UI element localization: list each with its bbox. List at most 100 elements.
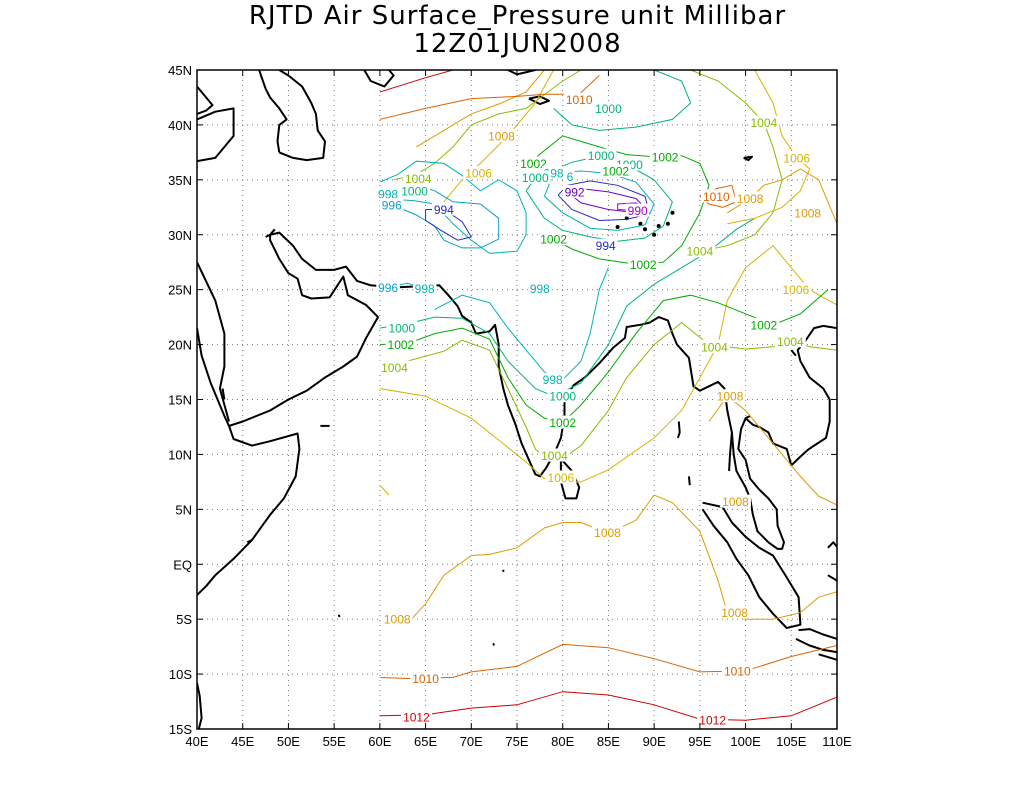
contour-label-bg (547, 415, 579, 429)
lake-mark (615, 225, 620, 230)
contour-1004 (393, 70, 582, 181)
contour-label: 1002 (602, 165, 629, 179)
contour-label-bg (593, 101, 624, 115)
contour-label-bg (545, 470, 577, 484)
lon-tick-label: 100E (730, 734, 761, 749)
contour-label: 1000 (588, 149, 615, 163)
coastline-chagos (492, 642, 496, 646)
contour-label: 992 (565, 185, 585, 199)
contour-998 (434, 267, 609, 381)
coastline-persia-coast (269, 231, 837, 550)
contour-label-bg (780, 282, 812, 296)
lon-tick-label: 90E (643, 734, 666, 749)
contour-label: 1006 (465, 167, 492, 181)
lake-mark (643, 227, 647, 232)
contour-1004 (379, 321, 837, 462)
contour-label: 990 (628, 204, 648, 218)
contour-label: 1008 (717, 390, 744, 404)
coastline-java (798, 628, 837, 640)
lon-tick-label: 45E (231, 734, 254, 749)
contour-label-bg (700, 189, 732, 203)
coastline-red-sea-west (197, 261, 230, 422)
coastline-arabia-south (228, 234, 379, 427)
latitude-axis: 45N 40N 35N 30N 25N 20N 15N 10N 5N EQ 5S 10S 15S (168, 63, 837, 737)
coastline-borneo-sw (827, 574, 837, 582)
lake-mark (670, 210, 675, 215)
contour-label: 998 (543, 373, 563, 387)
contour-label: 1002 (540, 233, 567, 247)
title-line-1: RJTD Air Surface_Pressure unit Millibar (248, 1, 787, 31)
coastline-java-south (795, 637, 837, 654)
contour-1004 (690, 70, 783, 252)
contour-label-bg (519, 170, 551, 184)
contour-label: 1004 (381, 361, 408, 375)
lat-tick-label: 35N (168, 173, 192, 188)
contour-label-bg (585, 148, 617, 162)
contour-label-bg (463, 166, 494, 180)
contour-label-bg (401, 709, 432, 723)
lon-tick-label: 50E (277, 734, 300, 749)
coastline-madagascar-mozambique (197, 682, 203, 729)
lat-tick-label: 5S (176, 612, 192, 627)
contour-label: 1010 (412, 672, 439, 686)
lon-tick-label: 75E (505, 734, 528, 749)
contour-label-bg (720, 494, 751, 508)
contour-1002 (379, 289, 829, 424)
contour-label: 1004 (405, 172, 432, 186)
coastline-caspian-west (258, 70, 288, 153)
coastline-gulf-thailand (745, 415, 751, 420)
contour-label: 1002 (388, 338, 415, 352)
contour-label-bg (600, 164, 632, 178)
contour-label-bg (528, 281, 552, 295)
coastline-australia-north (818, 653, 837, 661)
coastline-mekong-coast (790, 349, 797, 357)
map-title: RJTD Air Surface_Pressure unit Millibar … (0, 2, 1035, 58)
lat-tick-label: 10S (169, 667, 192, 682)
lon-tick-label: 65E (414, 734, 437, 749)
pressure-contours (379, 70, 837, 721)
coastline-yemen-coast (221, 388, 226, 400)
lon-tick-label: 60E (368, 734, 391, 749)
lat-tick-label: 15N (168, 393, 192, 408)
lat-tick-label: 5N (175, 502, 192, 517)
contour-label: 1008 (721, 606, 748, 620)
coastline-africa-east-coast (197, 107, 235, 163)
coastline-ethiopia-lake (265, 233, 271, 238)
contour-label: 994 (596, 239, 616, 253)
contour-1008 (388, 494, 837, 625)
contour-label: 1000 (595, 102, 622, 116)
contour-label: 1012 (699, 714, 726, 728)
contour-labels: 1010 1008 1000 1004 1006 1002 1000 1000 1002 1002… (376, 92, 824, 728)
title-line-2: 12Z01JUN2008 (413, 29, 622, 59)
contour-label-bg (538, 232, 569, 246)
contour-label: 1002 (520, 157, 547, 171)
contour-label-bg (379, 198, 404, 212)
coastline-issyk-kul (528, 95, 550, 105)
contour-label-bg (649, 149, 681, 163)
contour-label: 1002 (630, 258, 657, 272)
contour-label: 998 (530, 282, 550, 296)
contour-label: 1006 (783, 283, 810, 297)
contour-label: 1002 (549, 416, 576, 430)
contour-1006 (379, 245, 837, 484)
contour-label-bg (486, 128, 517, 142)
contour-label: 1000 (388, 322, 415, 336)
contour-label-bg (792, 205, 824, 219)
contour-1010 (379, 643, 837, 680)
contour-1002 (516, 135, 710, 265)
lon-tick-label: 85E (597, 734, 620, 749)
contour-label-bg (386, 321, 418, 335)
contour-label-bg (734, 191, 766, 205)
coastline-qinghai (743, 155, 753, 162)
contour-label-bg (562, 184, 587, 198)
coastline-nicobar (687, 476, 691, 486)
coastline-borneo (827, 541, 837, 549)
contour-label-bg (748, 115, 780, 129)
contour-label-bg (376, 280, 400, 294)
contour-1000 (525, 155, 673, 242)
contour-label-bg (410, 671, 441, 685)
contour-label: 1008 (384, 613, 411, 627)
contour-label: 1004 (751, 116, 778, 130)
contour-label-bg (721, 663, 753, 677)
